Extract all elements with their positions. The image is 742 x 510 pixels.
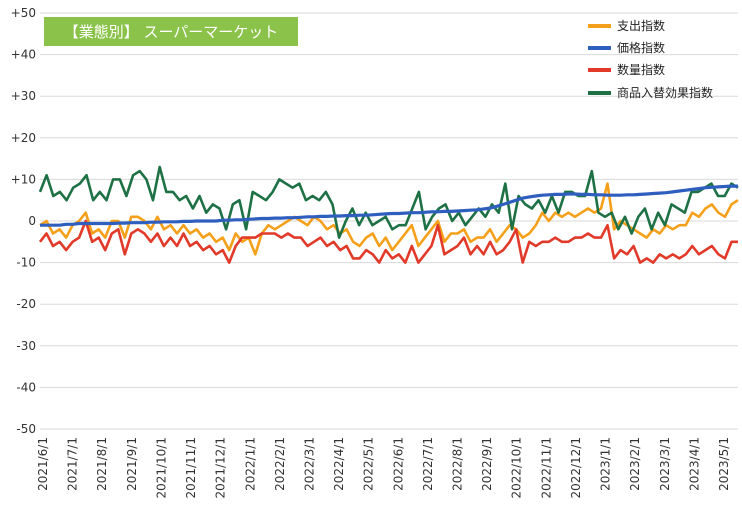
y-tick-label: -10 [16, 256, 36, 270]
x-tick-label: 2023/5/1 [717, 437, 731, 491]
legend-expenditure: 支出指数 [588, 18, 665, 33]
series-lines [38, 165, 739, 264]
legend-quantity: 数量指数 [588, 62, 665, 77]
x-tick-label: 2023/4/1 [687, 437, 701, 491]
chart-title-background [44, 17, 298, 46]
x-tick-label: 2021/10/1 [154, 437, 168, 499]
x-tick-label: 2021/9/1 [125, 437, 139, 491]
x-tick-label: 2021/11/1 [184, 437, 198, 499]
x-tick-label: 2021/6/1 [36, 437, 50, 491]
y-tick-label: 0 [28, 214, 36, 228]
x-tick-label: 2022/6/1 [391, 437, 405, 491]
legend-label: 商品入替効果指数 [617, 85, 713, 100]
chart-title: 【業態別】 スーパーマーケット [64, 23, 279, 41]
x-tick-label: 2022/8/1 [451, 437, 465, 491]
legend-label: 数量指数 [617, 62, 665, 77]
x-tick-label: 2022/3/1 [302, 437, 316, 491]
y-tick-label: -40 [16, 380, 36, 394]
x-tick-label: 2022/1/1 [243, 437, 257, 491]
x-tick-label: 2022/10/1 [510, 437, 524, 499]
x-tick-label: 2021/7/1 [66, 437, 80, 491]
price-index-line [40, 184, 738, 227]
legend-label: 価格指数 [617, 40, 665, 55]
chart-title-box: 【業態別】 スーパーマーケット [44, 17, 298, 46]
x-tick-label: 2023/3/1 [658, 437, 672, 491]
x-tick-label: 2022/11/1 [539, 437, 553, 499]
y-tick-label: -50 [16, 422, 36, 436]
x-axis-ticks: 2021/6/1 2021/7/1 2021/8/1 2021/9/1 2021/10/… [36, 437, 731, 499]
x-tick-label: 2022/2/1 [273, 437, 287, 491]
x-tick-label: 2023/2/1 [628, 437, 642, 491]
legend-replacement: 商品入替効果指数 [588, 85, 713, 100]
x-tick-label: 2023/1/1 [599, 437, 613, 491]
x-tick-label: 2021/8/1 [95, 437, 109, 491]
x-tick-label: 2021/12/1 [214, 437, 228, 499]
y-axis-ticks: +50 +40 +30 +20 +10 0 -10 -20 -30 -40 -50 [11, 6, 36, 436]
y-tick-label: -20 [16, 297, 36, 311]
y-tick-label: +20 [11, 131, 36, 145]
y-tick-label: -30 [16, 339, 36, 353]
x-tick-label: 2022/12/1 [569, 437, 583, 499]
x-tick-label: 2022/7/1 [421, 437, 435, 491]
x-tick-label: 2022/4/1 [332, 437, 346, 491]
y-tick-label: +40 [11, 48, 36, 62]
quantity-index-line [38, 219, 738, 264]
y-tick-label: +50 [11, 6, 36, 20]
y-tick-label: +30 [11, 89, 36, 103]
x-tick-label: 2022/9/1 [480, 437, 494, 491]
y-tick-label: +10 [11, 172, 36, 186]
legend-label: 支出指数 [617, 18, 665, 33]
replacement-effect-index-line [38, 165, 739, 239]
x-tick-label: 2022/5/1 [362, 437, 376, 491]
legend-price: 価格指数 [588, 40, 665, 55]
